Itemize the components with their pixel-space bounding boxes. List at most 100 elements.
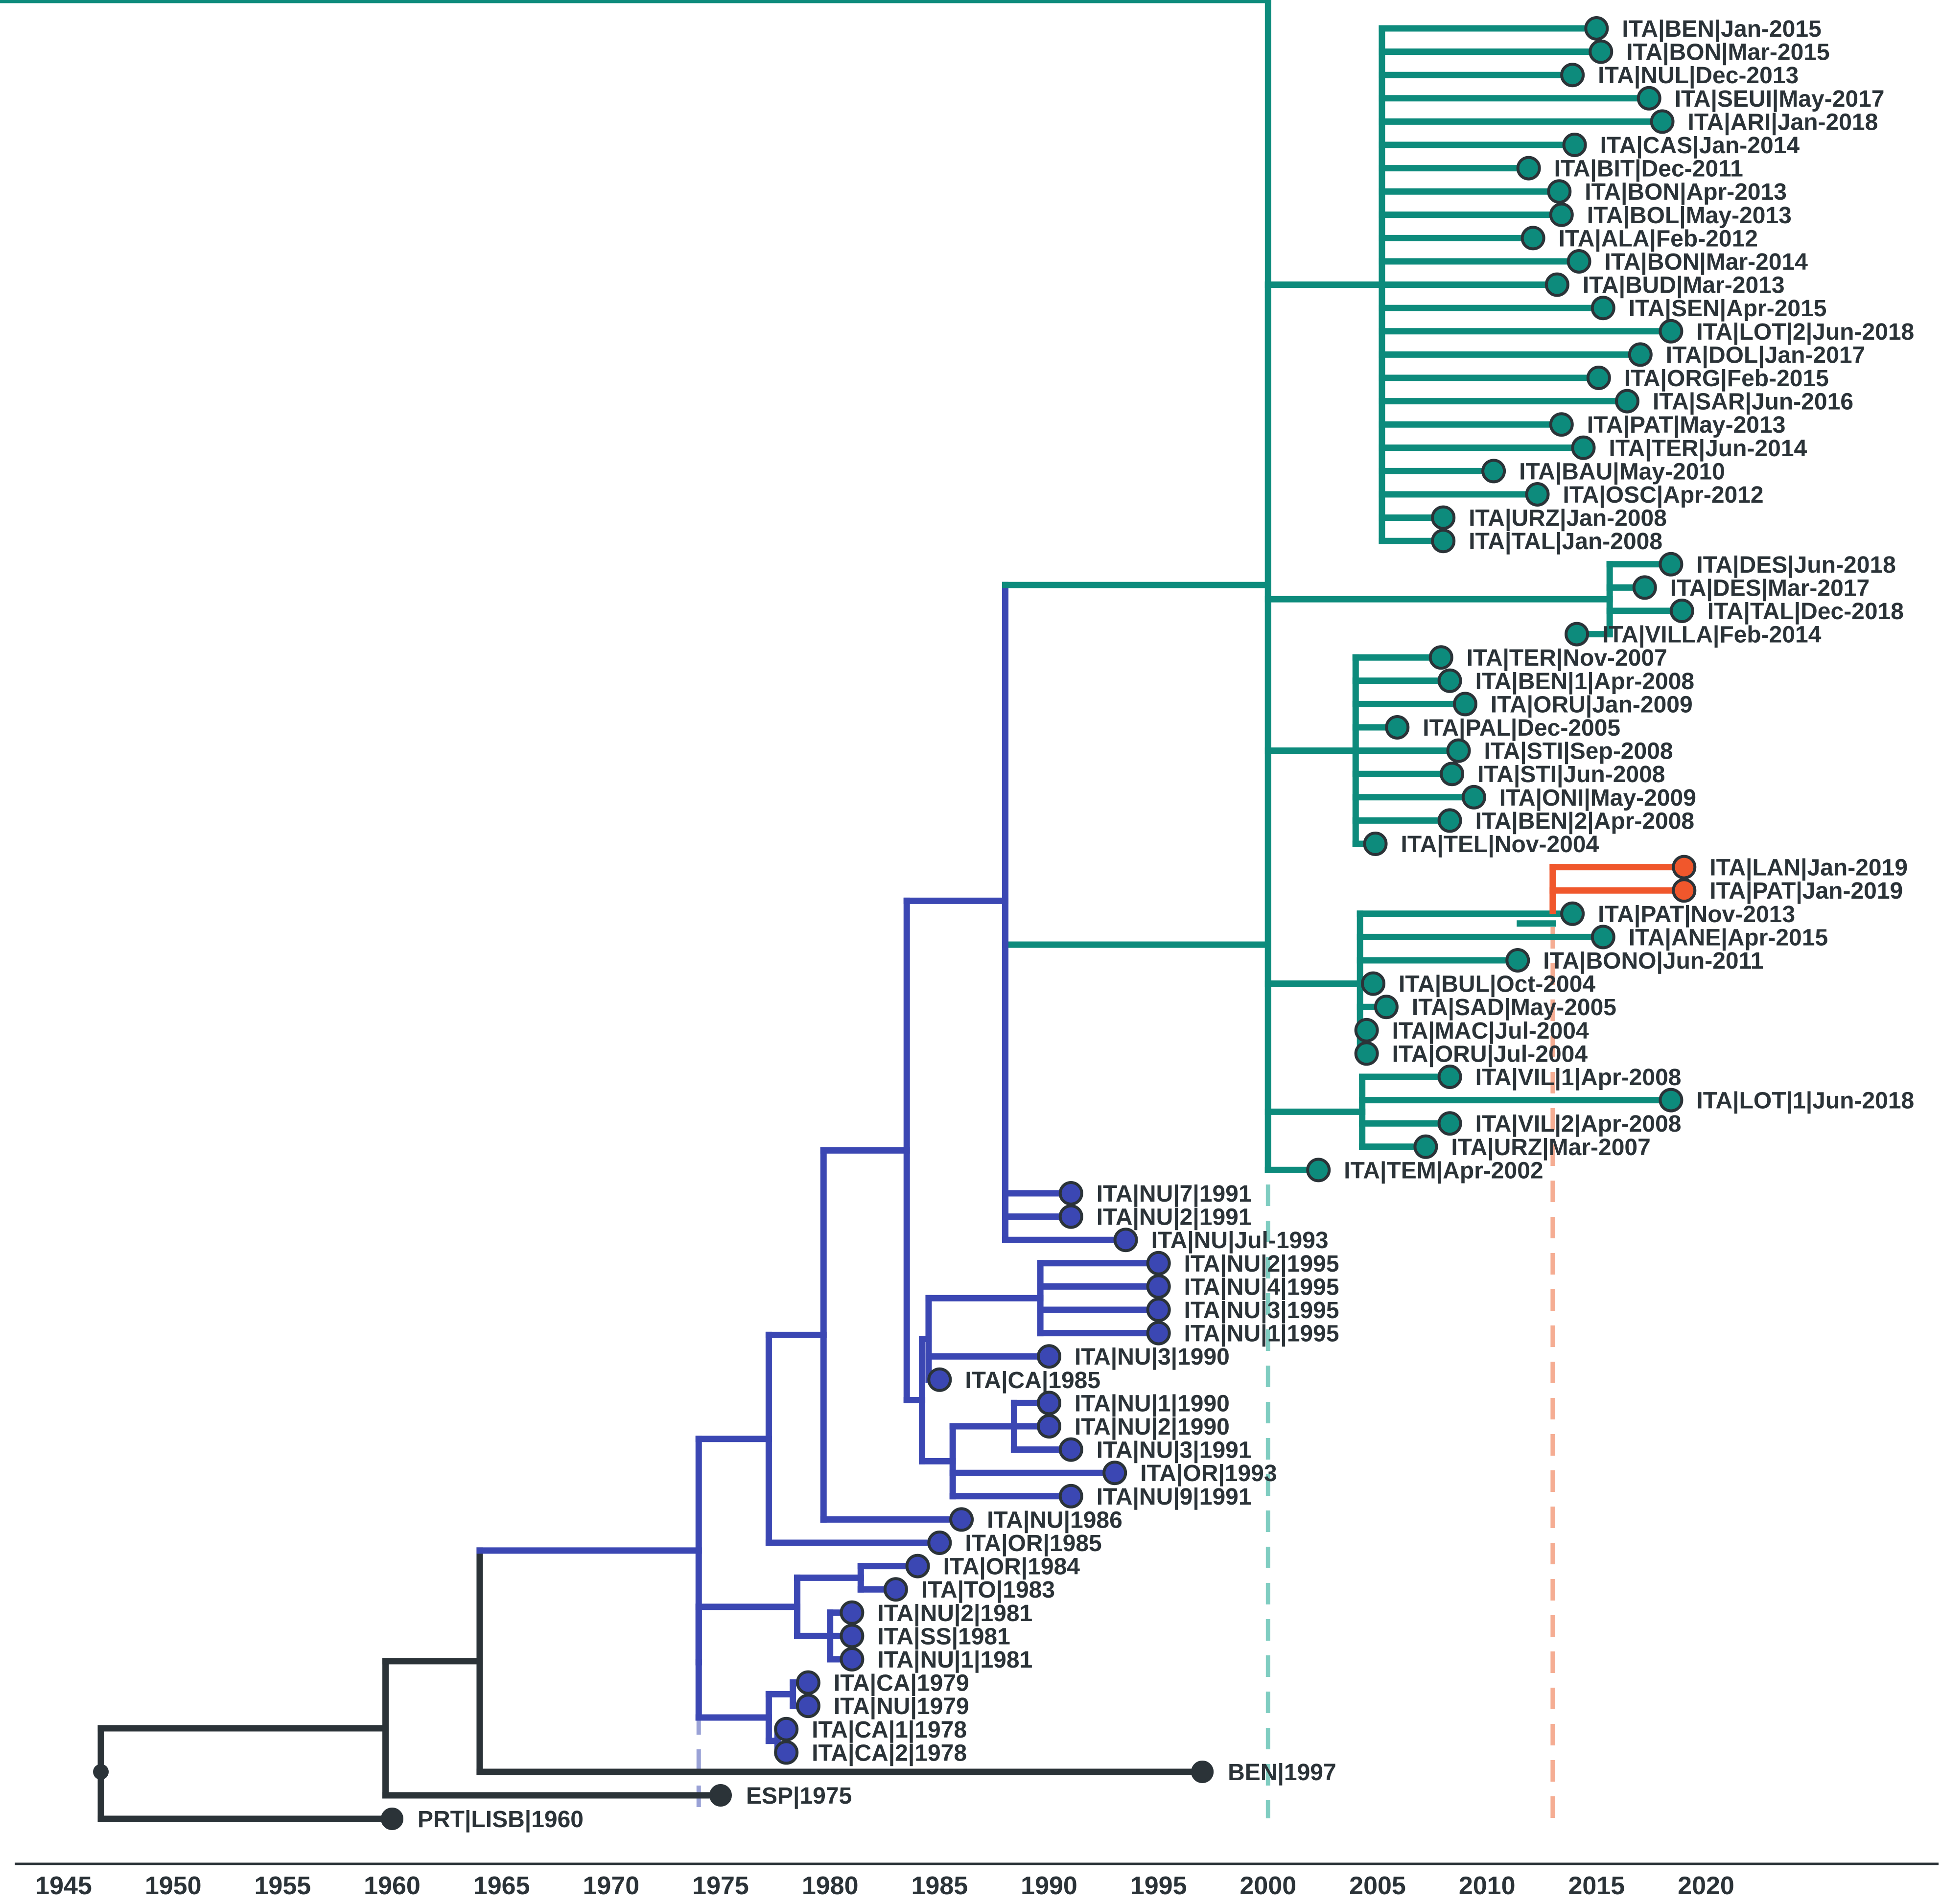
tip-label: ITA|ORG|Feb-2015 <box>1624 366 1829 392</box>
tip-label: ITA|BAU|May-2010 <box>1519 459 1725 485</box>
tip-node <box>1431 505 1456 530</box>
x-tick-label: 1965 <box>473 1872 530 1900</box>
tip-node <box>795 1694 820 1718</box>
tip-label: BEN|1997 <box>1228 1760 1336 1786</box>
tip-node <box>1058 1204 1083 1229</box>
x-tick-label: 1960 <box>364 1872 421 1900</box>
tip-node <box>1354 1018 1379 1043</box>
tip-node <box>1547 179 1572 204</box>
tip-node <box>1437 1111 1462 1136</box>
tip-label: ITA|BEN|Jan-2015 <box>1622 16 1821 42</box>
tip-label: ITA|NU|1986 <box>987 1507 1123 1533</box>
tip-label: ITA|OSC|Apr-2012 <box>1563 482 1764 508</box>
tip-label: ITA|LOT|1|Jun-2018 <box>1696 1088 1914 1114</box>
tip-label: ITA|CAS|Jan-2014 <box>1600 133 1800 159</box>
tip-label: ITA|NU|2|1990 <box>1075 1414 1230 1440</box>
tip-node <box>1571 435 1596 460</box>
tip-label: ITA|DES|Mar-2017 <box>1670 575 1870 601</box>
tip-node <box>1659 1088 1684 1113</box>
tip-node <box>1650 109 1675 134</box>
tip-label: ITA|NU|1|1995 <box>1184 1321 1339 1347</box>
tip-label: ITA|CA|2|1978 <box>812 1740 967 1766</box>
root-node <box>93 1764 109 1780</box>
tip-label: PRT|LISB|1960 <box>418 1807 584 1833</box>
tip-label: ITA|LOT|2|Jun-2018 <box>1696 319 1914 345</box>
tip-label: ITA|TER|Nov-2007 <box>1467 645 1667 671</box>
x-tick-label: 1980 <box>802 1872 859 1900</box>
tip-node <box>1589 39 1614 64</box>
tip-node <box>840 1624 865 1649</box>
tip-node <box>1628 342 1653 367</box>
tip-node <box>795 1670 820 1695</box>
tip-node <box>1146 1298 1171 1322</box>
tip-node <box>1306 1158 1331 1183</box>
tip-label: ITA|BON|Mar-2014 <box>1605 249 1808 275</box>
tip-label: ITA|ORU|Jan-2009 <box>1491 692 1693 718</box>
tip-node <box>709 1784 732 1807</box>
tip-label: ITA|OR|1984 <box>943 1554 1080 1580</box>
tip-node <box>927 1367 952 1392</box>
tip-node <box>1669 599 1694 623</box>
x-tick-label: 1985 <box>911 1872 968 1900</box>
tip-node <box>1058 1484 1083 1509</box>
tip-label: ITA|TO|1983 <box>921 1577 1055 1603</box>
x-tick-label: 1970 <box>583 1872 639 1900</box>
tip-label: ITA|PAT|Nov-2013 <box>1598 902 1795 928</box>
tip-node <box>1058 1437 1083 1462</box>
tip-label: ITA|BIT|Dec-2011 <box>1554 156 1743 182</box>
tip-node <box>1586 366 1611 390</box>
tip-node <box>1590 925 1615 950</box>
tip-label: ITA|BON|Mar-2015 <box>1626 40 1829 66</box>
tip-node <box>1363 832 1388 856</box>
tip-label: ITA|NUL|Dec-2013 <box>1598 63 1799 89</box>
tip-node <box>1549 202 1574 227</box>
x-tick-label: 1990 <box>1021 1872 1077 1900</box>
tip-node <box>1672 855 1697 880</box>
x-tick-label: 1945 <box>35 1872 92 1900</box>
tip-label: ITA|ORU|Jul-2004 <box>1392 1041 1588 1067</box>
tip-label: ITA|SEUI|May-2017 <box>1675 86 1885 112</box>
tip-node <box>1385 715 1410 740</box>
tip-label: ITA|SAD|May-2005 <box>1412 995 1616 1021</box>
tip-node <box>1354 1041 1379 1066</box>
tip-label: ITA|DOL|Jan-2017 <box>1666 342 1865 368</box>
tip-label: ITA|VIL|1|Apr-2008 <box>1475 1065 1682 1091</box>
x-tick-label: 1950 <box>145 1872 202 1900</box>
tip-node <box>1102 1461 1127 1486</box>
tip-label: ITA|NU|2|1981 <box>877 1601 1032 1626</box>
tip-node <box>381 1808 403 1830</box>
tip-label: ITA|TEM|Apr-2002 <box>1344 1158 1543 1184</box>
tip-label: ITA|PAL|Dec-2005 <box>1423 715 1620 741</box>
tip-node <box>1191 1761 1214 1783</box>
tip-label: ITA|BON|Apr-2013 <box>1585 179 1787 205</box>
tip-node <box>1672 878 1697 903</box>
tip-node <box>1632 575 1657 600</box>
tip-label: ITA|ANE|Apr-2015 <box>1629 925 1828 951</box>
tip-node <box>840 1600 865 1625</box>
tip-node <box>1560 901 1585 926</box>
tree-tips <box>93 16 1697 1830</box>
x-tick-label: 1995 <box>1130 1872 1187 1900</box>
tip-label: ITA|CA|1979 <box>834 1671 969 1696</box>
tip-node <box>1516 156 1541 181</box>
tip-label: ITA|VILLA|Feb-2014 <box>1602 622 1822 648</box>
tip-label: ITA|URZ|Jan-2008 <box>1469 506 1667 532</box>
tip-node <box>1446 738 1471 763</box>
tip-label: ITA|NU|3|1995 <box>1184 1298 1339 1324</box>
tip-node <box>1590 296 1615 321</box>
tip-label: ITA|NU|2|1991 <box>1097 1205 1252 1231</box>
tip-node <box>883 1577 908 1602</box>
tip-label: ITA|NU|1|1981 <box>877 1647 1032 1673</box>
tip-node <box>905 1554 930 1579</box>
tip-label: ITA|NU|1979 <box>834 1694 969 1719</box>
x-tick-label: 2015 <box>1568 1872 1625 1900</box>
tip-labels: ITA|BEN|Jan-2015ITA|BON|Mar-2015ITA|NUL|… <box>418 16 1914 1833</box>
tip-label: ITA|TAL|Jan-2008 <box>1469 529 1662 555</box>
tip-node <box>1058 1181 1083 1206</box>
tip-label: ITA|PAT|Jan-2019 <box>1709 878 1903 904</box>
tip-label: ITA|NU|3|1991 <box>1097 1438 1252 1463</box>
tip-node <box>1413 1134 1438 1159</box>
tip-node <box>1461 785 1486 810</box>
tip-node <box>1549 412 1574 437</box>
